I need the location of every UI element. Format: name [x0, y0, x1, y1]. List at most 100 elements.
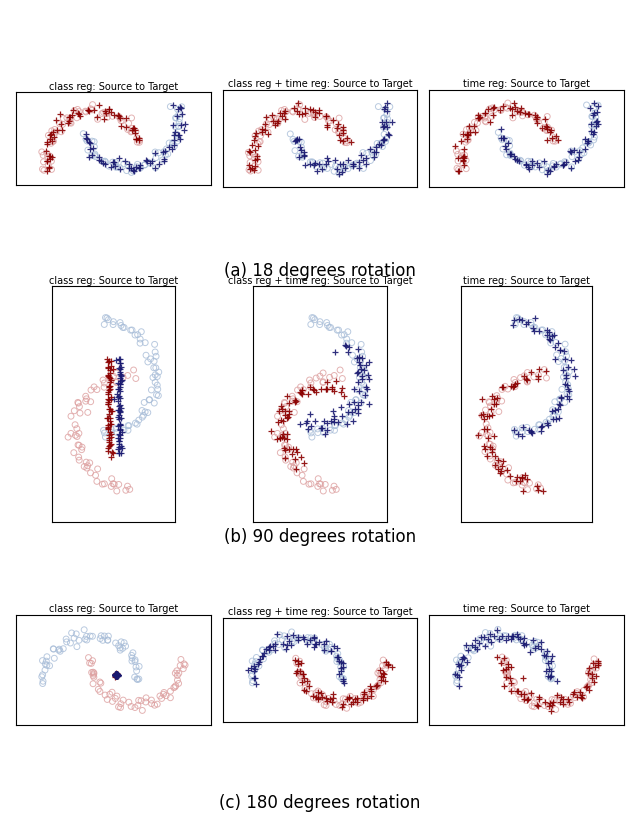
Point [364, 355, 374, 368]
Point [85, 143, 95, 156]
Point [540, 113, 550, 126]
Point [263, 125, 273, 138]
Point [286, 447, 296, 461]
Point [68, 103, 78, 116]
Point [461, 162, 471, 176]
Point [556, 352, 566, 365]
Point [175, 101, 185, 114]
Point [504, 461, 514, 475]
Point [84, 137, 95, 150]
Point [488, 442, 498, 455]
Point [80, 105, 90, 118]
Point [327, 484, 337, 497]
Title: time reg: Source to Target: time reg: Source to Target [463, 275, 590, 286]
Point [292, 133, 302, 146]
Point [42, 658, 52, 672]
Point [516, 154, 526, 167]
Point [339, 390, 349, 403]
Point [550, 703, 561, 716]
Point [104, 402, 115, 415]
Point [516, 105, 527, 119]
Point [508, 109, 518, 122]
Point [545, 125, 555, 138]
Point [458, 658, 468, 672]
Point [310, 110, 320, 124]
Point [270, 119, 280, 132]
Point [589, 660, 600, 673]
Point [312, 164, 322, 177]
Point [589, 106, 599, 119]
Point [534, 418, 545, 431]
Point [300, 159, 310, 172]
Point [100, 689, 110, 702]
Point [517, 479, 527, 492]
Point [113, 395, 123, 408]
Point [173, 120, 184, 133]
Point [115, 434, 125, 447]
Point [278, 111, 289, 124]
Point [257, 123, 268, 136]
Point [114, 408, 124, 421]
Point [535, 481, 545, 494]
Point [301, 634, 312, 647]
Point [360, 366, 371, 379]
Point [253, 124, 264, 138]
Point [379, 119, 389, 132]
Point [555, 392, 565, 405]
Point [543, 328, 554, 341]
Point [527, 160, 537, 173]
Point [354, 156, 364, 169]
Point [342, 325, 353, 339]
Point [289, 135, 300, 148]
Point [355, 361, 365, 374]
Point [497, 133, 508, 147]
Point [320, 428, 330, 441]
Point [309, 631, 319, 644]
Point [503, 382, 513, 396]
Point [526, 316, 536, 329]
Point [307, 687, 317, 700]
Point [159, 152, 169, 166]
Point [317, 422, 328, 435]
Point [150, 145, 160, 158]
Point [376, 137, 386, 150]
Point [545, 164, 556, 177]
Point [589, 101, 599, 115]
Point [506, 677, 516, 690]
Point [72, 111, 82, 124]
Point [49, 643, 59, 656]
Point [495, 122, 506, 135]
Point [380, 674, 390, 687]
Point [115, 406, 125, 419]
Point [546, 672, 556, 686]
Point [292, 657, 302, 670]
Point [508, 630, 518, 643]
Point [107, 686, 117, 699]
Point [359, 364, 369, 377]
Point [113, 668, 123, 681]
Point [308, 635, 319, 648]
Point [330, 345, 340, 358]
Point [75, 406, 85, 419]
Point [488, 392, 499, 405]
Point [371, 680, 381, 693]
Point [46, 155, 56, 168]
Point [273, 415, 284, 428]
Point [122, 480, 132, 493]
Point [309, 107, 319, 120]
Point [87, 148, 97, 162]
Point [145, 353, 156, 366]
Point [517, 471, 527, 484]
Point [89, 135, 99, 148]
Point [85, 630, 95, 643]
Point [102, 368, 113, 382]
Point [342, 134, 353, 147]
Point [52, 124, 63, 137]
Point [353, 365, 364, 378]
Point [111, 667, 121, 681]
Point [173, 128, 184, 141]
Point [339, 125, 349, 138]
Point [115, 370, 125, 383]
Point [325, 424, 335, 437]
Point [113, 442, 123, 456]
